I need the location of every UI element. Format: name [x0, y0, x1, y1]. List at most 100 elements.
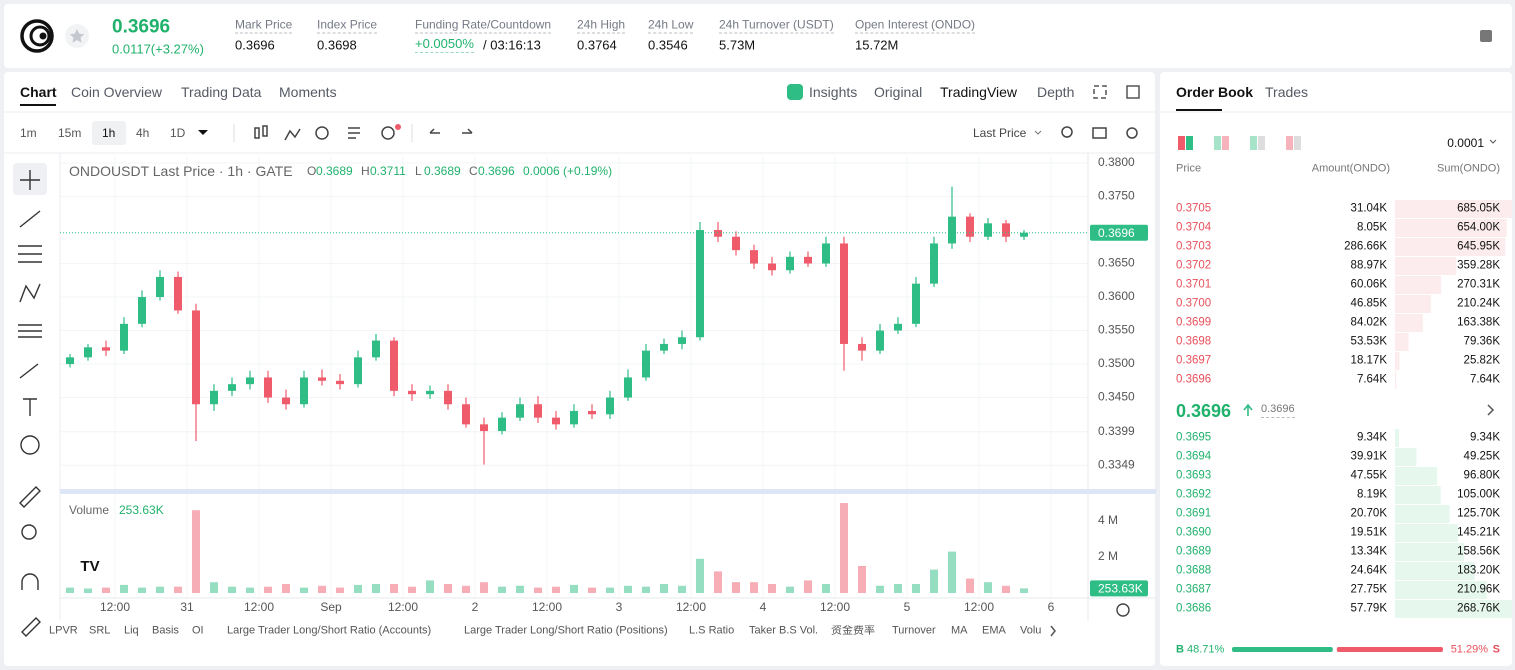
price-change: 0.0117(+3.27%) — [112, 41, 204, 57]
depth-bar — [1395, 295, 1431, 313]
x-tick-label: 12:00 — [676, 600, 706, 614]
volume-bar — [876, 585, 884, 593]
candle-icon[interactable] — [254, 127, 260, 139]
auto-scale[interactable] — [1116, 603, 1130, 617]
layout-x[interactable] — [1294, 136, 1301, 150]
indicator[interactable]: EMA — [982, 625, 1006, 637]
projection-tool[interactable] — [18, 324, 42, 338]
chart-tab[interactable]: Chart — [20, 84, 57, 100]
volume-bar — [300, 587, 308, 593]
undo-redo-icon[interactable] — [429, 128, 473, 134]
indicator[interactable]: Basis — [152, 625, 179, 637]
template-icon[interactable] — [348, 127, 360, 139]
indicator[interactable]: Volu — [1020, 625, 1042, 637]
volume-bar — [768, 584, 776, 593]
replay-icon[interactable] — [315, 126, 329, 140]
indicator[interactable]: Liq — [124, 625, 139, 637]
indicator[interactable]: L.S Ratio — [689, 625, 735, 637]
add-icon[interactable] — [381, 126, 395, 140]
view-tab[interactable]: Original — [874, 84, 923, 100]
candle-icon[interactable] — [262, 125, 268, 137]
x-tick-label: 31 — [180, 600, 194, 614]
emoji-tool[interactable] — [20, 435, 40, 455]
window-icon[interactable] — [1126, 85, 1140, 99]
layout-bids[interactable] — [1214, 136, 1221, 150]
depth-bar — [1395, 429, 1400, 447]
scroll-right[interactable] — [1050, 625, 1056, 637]
legend-change: 0.0006 (+0.19%) — [523, 164, 613, 178]
ob-price: 0.3701 — [1176, 278, 1212, 291]
chart-tab[interactable]: Moments — [279, 84, 337, 100]
ob-tab[interactable]: Trades — [1265, 84, 1309, 100]
interval[interactable]: 1m — [20, 126, 37, 140]
magnet-tool[interactable] — [21, 573, 39, 590]
logo — [29, 25, 51, 47]
interval[interactable]: 1h — [102, 126, 116, 140]
chevron[interactable] — [1487, 404, 1495, 416]
indicator[interactable]: MA — [951, 625, 968, 637]
indicator-icon[interactable] — [284, 128, 301, 141]
precision[interactable]: 0.0001 — [1447, 136, 1484, 150]
view-tab[interactable]: TradingView — [940, 84, 1018, 100]
depth-bar — [1395, 314, 1423, 332]
ai-icon — [787, 84, 803, 100]
x-tick-label: 2 — [472, 600, 479, 614]
depth-bar — [1395, 200, 1512, 218]
stat-value: 15.72M — [855, 37, 899, 53]
layout-both[interactable] — [1186, 136, 1193, 150]
indicator[interactable]: Turnover — [892, 625, 936, 637]
view-tab[interactable]: Insights — [809, 84, 858, 100]
layout-asks[interactable] — [1258, 136, 1265, 150]
candle-body — [480, 424, 488, 432]
indicator[interactable]: LPVR — [49, 625, 78, 637]
volume-bar — [174, 586, 182, 593]
buy-label: B — [1176, 643, 1184, 656]
crosshair-tool[interactable] — [20, 170, 40, 190]
ob-tab[interactable]: Order Book — [1176, 84, 1254, 100]
view-tab[interactable]: Depth — [1037, 84, 1075, 100]
lock-tool[interactable] — [21, 617, 41, 637]
brush-tool[interactable] — [19, 363, 39, 379]
interval[interactable]: 4h — [136, 126, 150, 140]
search-icon[interactable] — [1061, 126, 1073, 138]
pattern-tool[interactable] — [19, 283, 41, 303]
layout-both[interactable] — [1178, 136, 1185, 150]
indicator[interactable]: SRL — [89, 625, 111, 637]
layout-icons — [1178, 136, 1301, 150]
volume-bar — [750, 582, 758, 593]
candle-body — [1020, 232, 1028, 237]
line-tool[interactable] — [19, 210, 41, 228]
ob-sum: 125.70K — [1457, 507, 1500, 520]
candle-body — [660, 343, 668, 351]
chart-tab[interactable]: Coin Overview — [71, 84, 163, 100]
depth-bar — [1395, 562, 1475, 580]
y-tick-label: 0.3399 — [1098, 424, 1135, 438]
settings-icon[interactable] — [1126, 127, 1138, 139]
indicator[interactable]: Taker B.S Vol. — [749, 625, 819, 637]
candle-body — [912, 283, 920, 324]
volume-bar — [624, 585, 632, 593]
interval[interactable]: 1D — [170, 126, 186, 140]
candle-body — [336, 380, 344, 385]
layout-bids[interactable] — [1222, 136, 1229, 150]
ob-col: Sum(ONDO) — [1437, 162, 1500, 175]
layout-x[interactable] — [1286, 136, 1293, 150]
stat-label: Mark Price — [235, 17, 293, 34]
layout-asks[interactable] — [1250, 136, 1257, 150]
indicator[interactable]: OI — [192, 625, 204, 637]
indicator[interactable]: Large Trader Long/Short Ratio (Accounts) — [227, 625, 432, 637]
chart-tab[interactable]: Trading Data — [181, 84, 262, 100]
fullscreen-icon[interactable] — [1093, 85, 1107, 99]
book-icon[interactable] — [1480, 30, 1492, 42]
text-tool[interactable] — [23, 398, 37, 416]
indicator[interactable]: Large Trader Long/Short Ratio (Positions… — [464, 625, 668, 637]
zoom-tool[interactable] — [21, 524, 37, 540]
camera-icon[interactable] — [1092, 127, 1107, 139]
price-type[interactable]: Last Price — [973, 126, 1027, 140]
fib-tool[interactable] — [18, 245, 42, 263]
indicator[interactable]: 资金费率 — [831, 625, 875, 637]
stat-value: 0.3698 — [317, 37, 357, 53]
ruler-tool[interactable] — [19, 486, 41, 508]
interval[interactable]: 15m — [58, 126, 82, 140]
candle-body — [372, 340, 380, 358]
